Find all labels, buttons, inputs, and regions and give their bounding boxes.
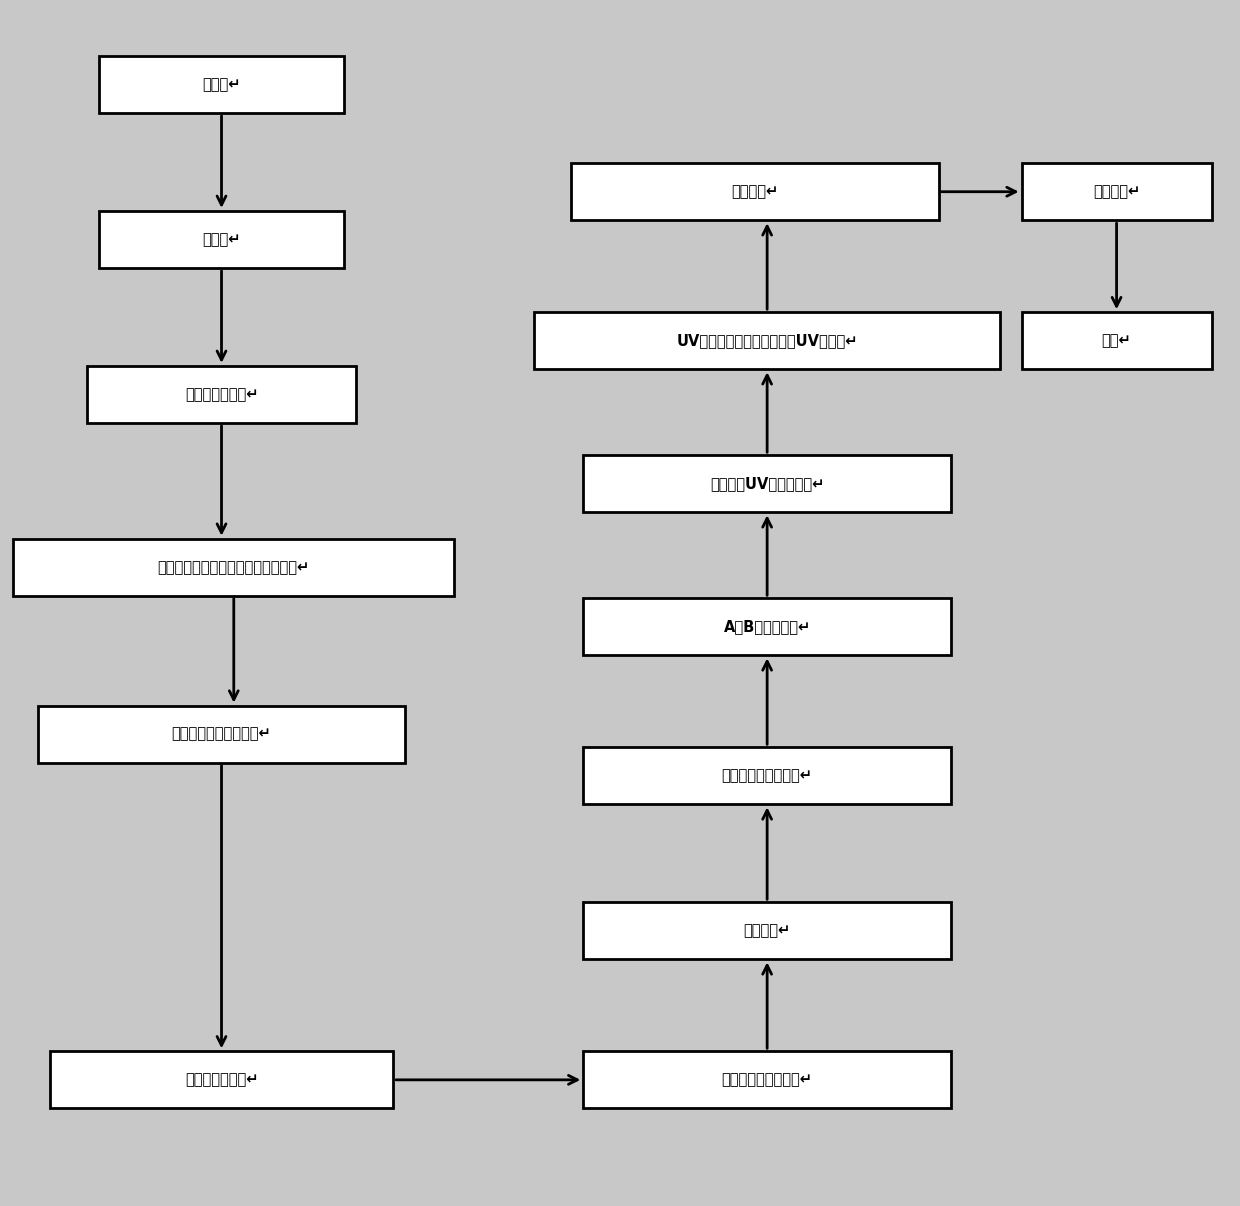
FancyBboxPatch shape: [583, 598, 951, 655]
FancyBboxPatch shape: [534, 312, 1001, 369]
FancyBboxPatch shape: [583, 455, 951, 513]
Text: 相机轴拉料至拍照位↵: 相机轴拉料至拍照位↵: [722, 1072, 812, 1088]
Text: 上载具↵: 上载具↵: [202, 77, 241, 92]
Text: 载具到位阻挡气缸上升顶升气缸上升↵: 载具到位阻挡气缸上升顶升气缸上升↵: [157, 560, 310, 575]
FancyBboxPatch shape: [99, 55, 345, 113]
FancyBboxPatch shape: [583, 1052, 951, 1108]
FancyBboxPatch shape: [99, 211, 345, 268]
Text: 点胶结束UV预固化开始↵: 点胶结束UV预固化开始↵: [711, 476, 825, 491]
Text: 相机拍照↵: 相机拍照↵: [744, 924, 791, 938]
Text: A，B面开始点胶↵: A，B面开始点胶↵: [723, 620, 811, 634]
FancyBboxPatch shape: [1022, 163, 1211, 221]
Text: 出料↵: 出料↵: [1101, 333, 1131, 349]
Text: 左移载气缸动作↵: 左移载气缸动作↵: [185, 1072, 258, 1088]
FancyBboxPatch shape: [87, 365, 356, 423]
Text: 点胶轴拉料至点胶位↵: 点胶轴拉料至点胶位↵: [722, 768, 812, 784]
Text: 开始固化↵: 开始固化↵: [732, 185, 779, 199]
Text: 固化完成↵: 固化完成↵: [1092, 185, 1141, 199]
FancyBboxPatch shape: [1022, 312, 1211, 369]
Text: 推料伺服推料至推料位↵: 推料伺服推料至推料位↵: [171, 727, 272, 742]
Text: 皮带流水线启动↵: 皮带流水线启动↵: [185, 387, 258, 402]
FancyBboxPatch shape: [570, 163, 939, 221]
FancyBboxPatch shape: [583, 748, 951, 804]
Text: UV预固化结束点胶轴拉料至UV固化位↵: UV预固化结束点胶轴拉料至UV固化位↵: [676, 333, 858, 349]
Text: 双启动↵: 双启动↵: [202, 232, 241, 247]
FancyBboxPatch shape: [37, 706, 405, 762]
FancyBboxPatch shape: [14, 539, 455, 596]
FancyBboxPatch shape: [50, 1052, 393, 1108]
FancyBboxPatch shape: [583, 902, 951, 960]
